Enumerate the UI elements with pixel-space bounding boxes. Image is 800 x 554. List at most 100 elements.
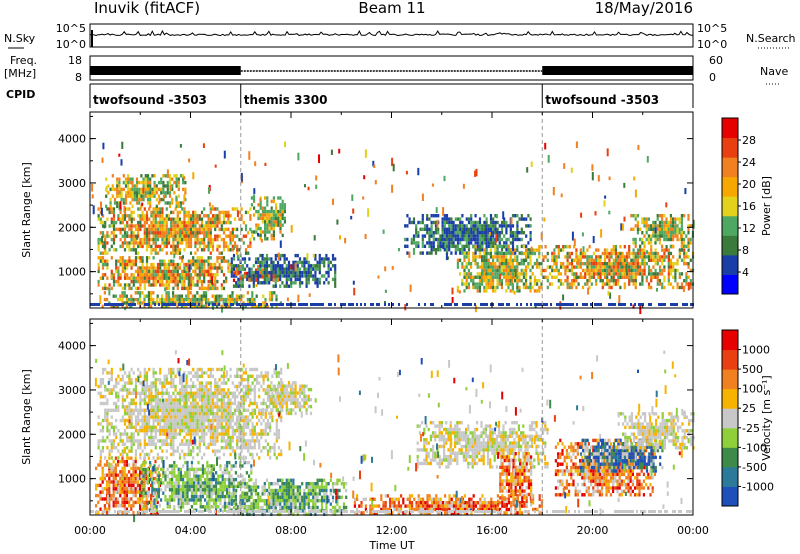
- power-colorbar-swatch: [722, 274, 738, 295]
- power-cell: [140, 204, 143, 209]
- velocity-cell: [160, 488, 163, 492]
- power-ground-cell: [596, 303, 598, 306]
- power-cell: [476, 265, 479, 269]
- power-cell: [465, 234, 468, 238]
- power-cell: [126, 214, 129, 218]
- power-cell: [183, 217, 186, 221]
- power-cell: [542, 258, 545, 262]
- velocity-cell: [235, 502, 238, 506]
- power-scatter-cell: [587, 287, 590, 295]
- power-cell: [115, 234, 118, 238]
- power-cell: [612, 268, 615, 273]
- power-cell: [178, 224, 182, 228]
- velocity-cell: [263, 499, 266, 503]
- power-cell: [218, 251, 221, 255]
- velocity-cell: [204, 491, 207, 495]
- power-cell: [428, 231, 431, 235]
- velocity-cell: [177, 505, 180, 509]
- power-scatter-cell: [202, 143, 205, 148]
- velocity-cell: [223, 508, 226, 512]
- power-cell: [130, 210, 133, 215]
- power-cell: [160, 197, 163, 202]
- power-cell: [207, 279, 210, 284]
- power-cell: [127, 180, 130, 185]
- power-cell: [312, 274, 315, 278]
- velocity-cell: [128, 480, 131, 484]
- power-cell: [669, 231, 672, 235]
- power-cell: [163, 304, 166, 309]
- power-cell: [665, 248, 668, 252]
- power-cell: [551, 282, 554, 286]
- power-cell: [168, 191, 172, 195]
- power-cell: [174, 297, 177, 302]
- power-cell: [242, 241, 245, 245]
- power-cell: [165, 237, 168, 242]
- power-cell: [266, 216, 269, 221]
- velocity-cell: [184, 501, 187, 506]
- velocity-cell: [201, 491, 204, 495]
- power-cell: [145, 256, 149, 260]
- power-cell: [608, 251, 611, 256]
- power-cell: [647, 251, 651, 256]
- velocity-cell: [108, 490, 111, 494]
- power-cell: [687, 241, 690, 245]
- power-cell: [198, 304, 201, 309]
- power-cell: [434, 227, 438, 231]
- power-cell: [209, 241, 212, 245]
- velocity-cell: [164, 488, 167, 492]
- power-ground-cell: [448, 303, 450, 306]
- power-cell: [225, 214, 228, 218]
- power-cell: [261, 220, 264, 224]
- power-cell: [115, 259, 118, 263]
- velocity-cell: [117, 459, 120, 464]
- power-scatter-cell: [101, 157, 104, 163]
- velocity-cell: [314, 485, 317, 489]
- power-cell: [542, 275, 545, 279]
- velocity-cell: [276, 495, 280, 499]
- power-cell: [467, 255, 470, 259]
- power-cell: [252, 274, 255, 278]
- power-cell: [154, 234, 157, 238]
- power-cell: [494, 248, 497, 252]
- power-cell: [456, 217, 460, 221]
- power-cell: [540, 282, 543, 286]
- power-cell: [636, 220, 639, 225]
- power-cell: [205, 294, 208, 298]
- power-cell: [487, 234, 490, 238]
- power-cell: [159, 231, 162, 235]
- power-cell: [161, 237, 164, 242]
- power-cell: [566, 279, 569, 283]
- velocity-cell: [290, 482, 293, 486]
- velocity-cell: [140, 501, 143, 506]
- power-cell: [516, 248, 519, 252]
- velocity-cell: [265, 499, 269, 503]
- power-cell: [665, 245, 668, 249]
- power-cell: [463, 255, 466, 259]
- power-cell: [279, 277, 282, 282]
- velocity-cell: [309, 505, 313, 510]
- velocity-cell: [268, 505, 271, 510]
- power-cell: [112, 304, 115, 309]
- power-cell: [172, 251, 175, 255]
- power-cell: [683, 237, 686, 242]
- power-cell: [209, 231, 212, 235]
- power-cell: [606, 265, 609, 269]
- power-cell: [478, 251, 481, 256]
- power-cell: [592, 275, 596, 279]
- power-ground-cell: [278, 303, 280, 306]
- power-cell: [647, 234, 650, 238]
- power-scatter-cell: [639, 305, 642, 315]
- velocity-cell: [121, 500, 124, 505]
- power-cell: [163, 269, 166, 274]
- power-cell: [636, 231, 639, 235]
- power-cell: [113, 201, 117, 205]
- power-cell: [148, 237, 151, 242]
- power-ground-cell: [418, 303, 420, 306]
- power-cell: [176, 262, 179, 267]
- power-cell: [478, 282, 481, 286]
- power-cell: [272, 275, 275, 279]
- power-cell: [663, 220, 666, 225]
- power-cell: [191, 297, 194, 302]
- power-cell: [415, 241, 418, 245]
- power-cell: [463, 268, 466, 273]
